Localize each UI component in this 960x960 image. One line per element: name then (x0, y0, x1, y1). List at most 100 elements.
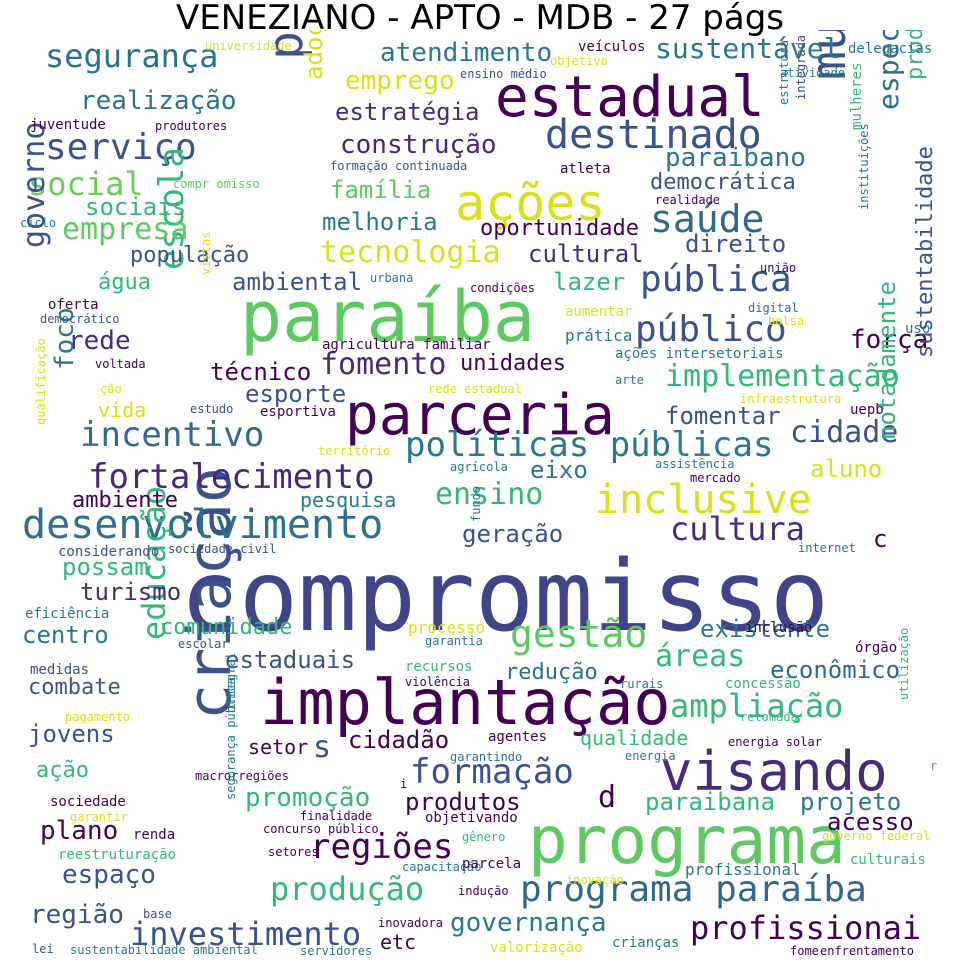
word-recursos: recursos (405, 659, 473, 675)
word-emprego: emprego (345, 66, 455, 96)
word-objetivando: objetivando (425, 810, 518, 826)
word-sociedade: sociedade (50, 794, 126, 810)
word-valorizacao: valorização (490, 940, 583, 956)
word-lazer: lazer (553, 268, 626, 296)
word-renda: renda (133, 827, 176, 843)
word-rurais: rurais (620, 677, 664, 691)
word-combate: combate (28, 675, 121, 700)
word-violencia: violência (405, 675, 471, 689)
word-aumentar: aumentar (565, 304, 633, 320)
word-tecnico: técnico (210, 358, 312, 386)
word-arte: arte (615, 373, 644, 387)
word-adocao: adoção (300, 30, 328, 80)
word-estudo: estudo (190, 402, 234, 416)
word-lei: lei (32, 942, 54, 956)
word-economico: econômico (770, 656, 901, 684)
word-base: base (143, 907, 172, 921)
word-geracao: geração (462, 520, 564, 548)
word-empresa: empresa (62, 212, 189, 247)
word-formacao: formação (410, 752, 574, 792)
word-agricola: agrícola (450, 460, 508, 474)
word-ensino-medio: ensino médio (460, 67, 547, 81)
word-eixo: eixo (530, 456, 588, 484)
word-seguranca: segurança (45, 37, 219, 75)
word-cidade: cidade (790, 415, 899, 450)
word-setor: setor (248, 735, 309, 759)
word-concessao: concessão (725, 676, 801, 692)
word-cultural: cultural (528, 240, 644, 268)
word-publico: público (635, 309, 787, 350)
word-qualidade: qualidade (580, 726, 689, 750)
word-fome: fome (790, 944, 819, 958)
page-title: VENEZIANO - APTO - MDB - 27 págs (176, 0, 784, 38)
word-reducao: redução (505, 660, 598, 685)
word-acesso: acesso (827, 808, 914, 836)
word-garantir: garantir (70, 810, 128, 824)
word-d: d (598, 780, 617, 815)
word-politicas-publicas: políticas públicas (405, 425, 774, 465)
word-integrada: integrada (794, 34, 808, 100)
word-inducao: indução (458, 884, 509, 898)
word-parceria: parceria (345, 383, 615, 448)
word-condicoes: condições (470, 281, 536, 295)
word-inclusive: inclusive (595, 477, 812, 523)
word-compr-omisso: compr omisso (173, 177, 260, 191)
word-ampliacao: ampliação (670, 687, 844, 725)
word-sociais: sociais (85, 193, 187, 221)
word-pesquisa: pesquisa (300, 488, 397, 512)
word-tecnologia: tecnologia (320, 235, 501, 270)
word-eficiencia: eficiência (25, 606, 110, 622)
word-projeto: projeto (800, 788, 902, 816)
word-genero: gênero (462, 830, 506, 844)
word-estaduais: estaduais (225, 646, 356, 674)
word-c: c (873, 525, 888, 553)
word-mulheres: mulheres (849, 62, 865, 130)
word-garantia: garantia (425, 634, 483, 648)
word-retomada: retomada (740, 710, 798, 724)
word-estrategia: estratégia (335, 98, 480, 126)
word-democratica: democrática (650, 170, 796, 195)
word-energia: energia (625, 749, 676, 763)
word-energia-solar: energia solar (728, 735, 822, 749)
word-objetivo: objetivo (550, 54, 608, 68)
word-considerando: considerando (58, 544, 160, 560)
word-centro: centro (22, 621, 109, 649)
word-culturais: culturais (850, 852, 926, 868)
word-incentivo: incentivo (80, 415, 265, 455)
word-regioes: regiões (310, 827, 454, 867)
word-familia: família (330, 176, 432, 204)
word-garantindo: garantindo (450, 750, 523, 764)
word-cao: ção (100, 382, 122, 396)
word-oferta: oferta (48, 297, 99, 313)
word-estadual: estadual (495, 65, 765, 130)
word-acoes-intersetoriais: ações intersetoriais (615, 346, 784, 362)
word-unidades: unidades (460, 351, 566, 376)
word-inclusao: inclusão (745, 620, 813, 636)
word-produtos: produtos (405, 788, 521, 816)
word-construcao: construção (340, 130, 497, 160)
word-formacao-continuada: formação continuada (330, 159, 468, 173)
word-fundo: fundo (469, 485, 483, 522)
word-pagamento: pagamento (65, 710, 131, 724)
word-s: s (313, 730, 332, 765)
word-existente: existente (700, 615, 831, 643)
word-juventude: juventude (30, 117, 106, 133)
word-ambiental: ambiental (232, 268, 363, 296)
word-pratica: prática (565, 326, 633, 345)
word-seguranca-publica: segurança pública (224, 677, 238, 800)
word-concurso-publico: concurso público (263, 822, 379, 836)
word-atendimento: atendimento (380, 38, 553, 68)
word-direito: direito (685, 230, 787, 258)
word-uso: uso (905, 321, 931, 337)
word-infraestrutura: infraestrutura (740, 392, 842, 406)
word-processo: processo (408, 618, 486, 637)
word-internet: internet (798, 541, 856, 555)
word-capacitacao: capacitação (402, 860, 482, 874)
word-turismo: turismo (80, 578, 182, 606)
word-paraibano: paraibano (665, 143, 806, 173)
word-finalidade: finalidade (300, 809, 373, 823)
word-ciclo: ciclo (20, 216, 57, 230)
word-escolar: escolar (178, 637, 229, 651)
word-investimento: investimento (130, 915, 362, 953)
word-social: social (28, 165, 144, 203)
